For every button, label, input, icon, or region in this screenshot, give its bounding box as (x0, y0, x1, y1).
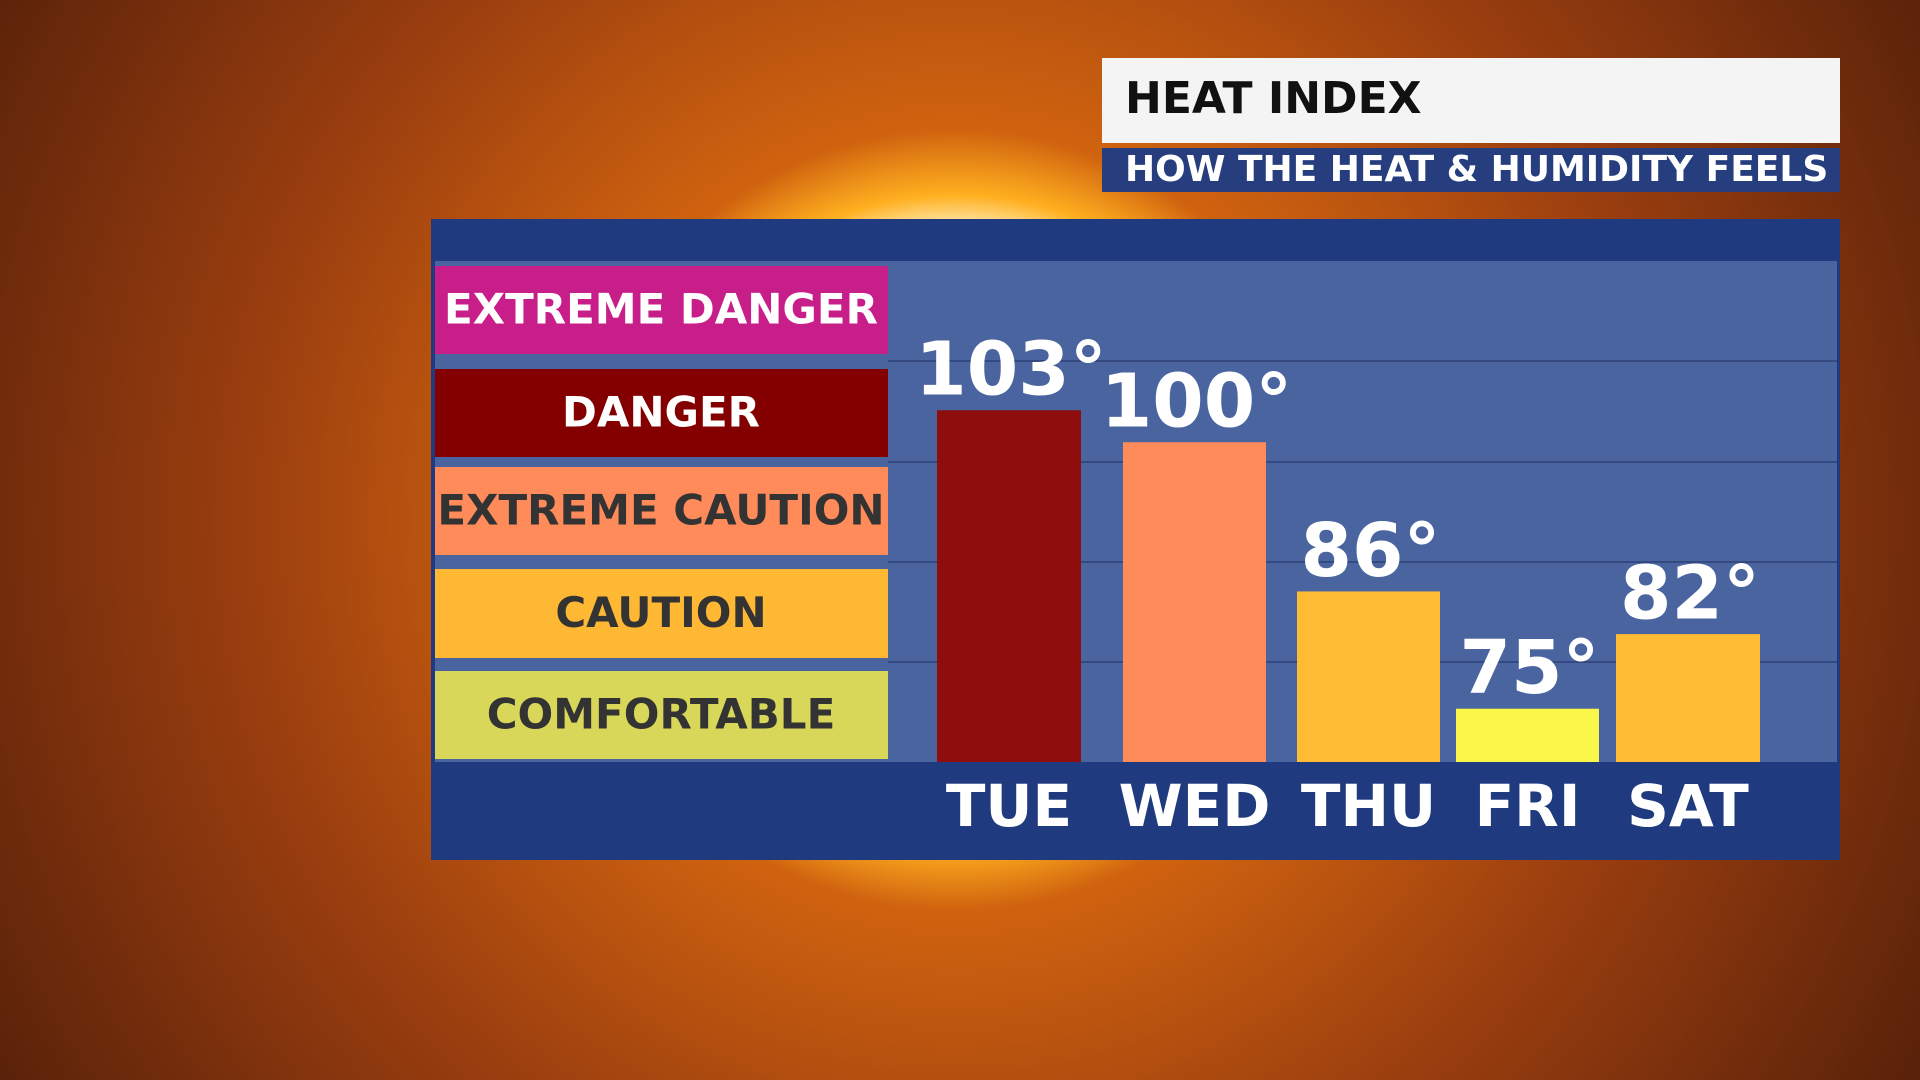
bar (1616, 634, 1760, 762)
x-tick-label: THU (1301, 772, 1436, 840)
legend-swatch (435, 266, 888, 354)
legend-label: DANGER (562, 388, 760, 437)
bar (1297, 591, 1440, 762)
title-box (1102, 58, 1840, 143)
legend-label: COMFORTABLE (487, 690, 836, 739)
bar (1456, 708, 1599, 762)
legend-label: CAUTION (555, 588, 766, 637)
value-label: 100° (1101, 359, 1292, 445)
value-label: 82° (1620, 551, 1760, 637)
legend-swatch (435, 467, 888, 555)
x-tick-label: TUE (946, 772, 1072, 840)
x-tick-label: WED (1119, 772, 1271, 840)
legend-swatch (435, 369, 888, 457)
subtitle-box (1102, 148, 1840, 192)
legend-swatch (435, 569, 888, 658)
x-tick-label: FRI (1475, 772, 1581, 840)
legend-swatch (435, 671, 888, 759)
bar (937, 410, 1081, 762)
value-label: 75° (1460, 625, 1600, 711)
chart-subtitle: HOW THE HEAT & HUMIDITY FEELS (1125, 149, 1828, 190)
legend-label: EXTREME DANGER (444, 285, 878, 334)
legend-label: EXTREME CAUTION (437, 486, 884, 535)
chart-title: HEAT INDEX (1125, 73, 1422, 124)
value-label: 103° (915, 327, 1106, 413)
bar (1123, 442, 1266, 762)
value-label: 86° (1301, 508, 1441, 594)
x-tick-label: SAT (1627, 772, 1749, 840)
